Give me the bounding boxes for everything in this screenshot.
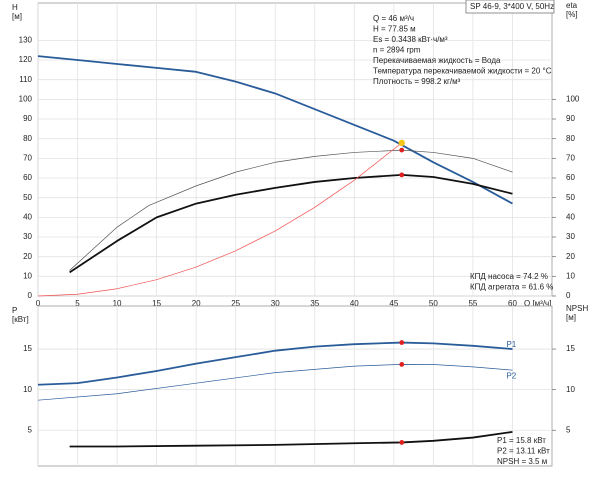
efficiency-note: КПД насоса = 74.2 % <box>470 272 548 281</box>
series-line <box>69 149 513 271</box>
x-tick-label: 40 <box>350 299 359 308</box>
info-line: n = 2894 rpm <box>373 46 421 55</box>
chart-title: SP 46-9, 3*400 V, 50Hz <box>470 2 554 11</box>
y-tick-label: 40 <box>23 212 32 221</box>
series-label: P2 <box>506 371 516 380</box>
x-tick-label: 0 <box>36 299 41 308</box>
y-tick-label: 50 <box>23 193 32 202</box>
y2-tick-label: 15 <box>566 344 575 353</box>
y2-tick-label: 10 <box>566 271 575 280</box>
y2-axis-label: [%] <box>566 10 578 19</box>
y-axis-label: H <box>12 3 18 12</box>
info-line: Перекачиваемая жидкость = Вода <box>373 56 501 65</box>
info-line: H = 77.85 м <box>373 25 416 34</box>
reading-line: NPSH = 3.5 м <box>497 457 547 466</box>
x-tick-label: 50 <box>429 299 438 308</box>
y2-tick-label: 10 <box>566 385 575 394</box>
x-tick-label: 35 <box>310 299 319 308</box>
operating-point <box>399 440 405 445</box>
plot-frame <box>37 305 553 467</box>
y2-tick-label: 30 <box>566 232 575 241</box>
y2-tick-label: 90 <box>566 114 575 123</box>
y2-tick-label: 70 <box>566 153 575 162</box>
series-line <box>37 364 513 401</box>
y-tick-label: 130 <box>19 35 33 44</box>
operating-point <box>399 340 405 345</box>
x-tick-label: 15 <box>152 299 161 308</box>
y2-tick-label: 40 <box>566 212 575 221</box>
series-label: P1 <box>506 340 516 349</box>
y-tick-label: 120 <box>19 55 33 64</box>
info-line: Es = 0.3438 кВт·ч/м³ <box>373 35 448 44</box>
title-box <box>465 0 555 14</box>
y-tick-label: 80 <box>23 134 32 143</box>
y-tick-label: 30 <box>23 232 32 241</box>
operating-point <box>399 147 405 153</box>
y2-tick-label: 60 <box>566 173 575 182</box>
x-tick-label: 45 <box>389 299 398 308</box>
y-tick-label: 110 <box>19 75 32 84</box>
reading-line: P2 = 13.11 кВт <box>497 447 550 456</box>
info-line: Плотность = 998.2 кг/м³ <box>373 77 461 86</box>
y-tick-label: 5 <box>28 425 33 434</box>
operating-point <box>399 361 405 367</box>
y2-tick-label: 50 <box>566 193 575 202</box>
y2-tick-label: 20 <box>566 252 575 261</box>
y2-tick-label: 100 <box>566 94 580 103</box>
efficiency-note: КПД агрегата = 61.6 % <box>470 283 553 292</box>
x-tick-label: 55 <box>468 299 477 308</box>
series-line <box>37 142 402 297</box>
x-tick-label: 10 <box>113 299 122 308</box>
y-tick-label: 90 <box>23 114 32 123</box>
x-tick-label: 20 <box>192 299 201 308</box>
info-line: Температура перекачиваемой жидкости = 20… <box>373 67 552 76</box>
operating-point <box>398 139 405 147</box>
y2-tick-label: 5 <box>566 425 571 434</box>
y-tick-label: 0 <box>28 291 33 300</box>
x-axis-label: Q [м³/ч] <box>524 299 551 308</box>
y-tick-label: 100 <box>19 94 33 103</box>
plot-frame <box>37 2 553 297</box>
series-line <box>37 341 513 386</box>
y2-axis-label: NPSH <box>566 304 588 313</box>
y-axis-label: P <box>12 306 17 315</box>
x-tick-label: 30 <box>271 299 280 308</box>
y-tick-label: 10 <box>23 385 32 394</box>
info-line: Q = 46 м³/ч <box>373 14 414 23</box>
y-tick-label: 10 <box>23 271 32 280</box>
y-axis-label: [кВт] <box>12 315 29 324</box>
y-tick-label: 60 <box>23 173 32 182</box>
x-tick-label: 60 <box>508 299 517 308</box>
y2-axis-label: eta <box>566 1 578 10</box>
y2-tick-label: 0 <box>566 291 571 300</box>
y2-axis-label: [м] <box>566 313 576 322</box>
operating-point <box>399 172 405 178</box>
y-tick-label: 70 <box>23 153 32 162</box>
series-line <box>69 173 513 274</box>
y-tick-label: 15 <box>23 344 32 353</box>
x-tick-label: 25 <box>231 299 240 308</box>
series-line <box>37 55 513 205</box>
y-tick-label: 20 <box>23 252 32 261</box>
y2-tick-label: 80 <box>566 134 575 143</box>
reading-line: P1 = 15.8 кВт <box>497 436 546 445</box>
x-tick-label: 5 <box>75 299 80 308</box>
y-axis-label: [м] <box>12 12 22 21</box>
series-line <box>69 430 513 448</box>
